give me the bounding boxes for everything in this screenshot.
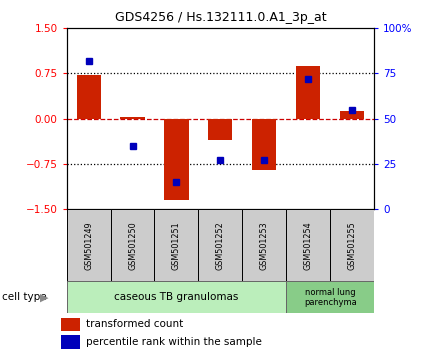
Bar — [111, 209, 154, 283]
Text: GSM501253: GSM501253 — [260, 222, 269, 270]
Bar — [330, 209, 374, 283]
Bar — [208, 119, 233, 140]
Text: GSM501251: GSM501251 — [172, 222, 181, 270]
Text: transformed count: transformed count — [86, 319, 184, 329]
Text: cell type: cell type — [2, 292, 47, 302]
Title: GDS4256 / Hs.132111.0.A1_3p_at: GDS4256 / Hs.132111.0.A1_3p_at — [114, 11, 326, 24]
Bar — [198, 209, 243, 283]
Bar — [164, 119, 188, 200]
Bar — [252, 119, 276, 170]
Text: GSM501249: GSM501249 — [84, 222, 93, 270]
Bar — [61, 318, 80, 331]
Text: normal lung
parenchyma: normal lung parenchyma — [304, 288, 356, 307]
Bar — [67, 209, 111, 283]
Text: GSM501254: GSM501254 — [304, 222, 313, 270]
Text: percentile rank within the sample: percentile rank within the sample — [86, 337, 262, 347]
Bar — [77, 75, 101, 119]
Bar — [243, 209, 286, 283]
Text: ▶: ▶ — [40, 292, 49, 302]
Text: caseous TB granulomas: caseous TB granulomas — [114, 292, 239, 302]
Text: GSM501250: GSM501250 — [128, 222, 137, 270]
Bar — [120, 118, 144, 119]
Text: GSM501255: GSM501255 — [347, 222, 356, 270]
Bar — [340, 112, 364, 119]
Bar — [286, 281, 374, 313]
Bar — [154, 209, 198, 283]
Bar — [61, 335, 80, 349]
Text: GSM501252: GSM501252 — [216, 222, 225, 270]
Bar — [67, 281, 286, 313]
Bar — [286, 209, 330, 283]
Bar — [296, 65, 320, 119]
